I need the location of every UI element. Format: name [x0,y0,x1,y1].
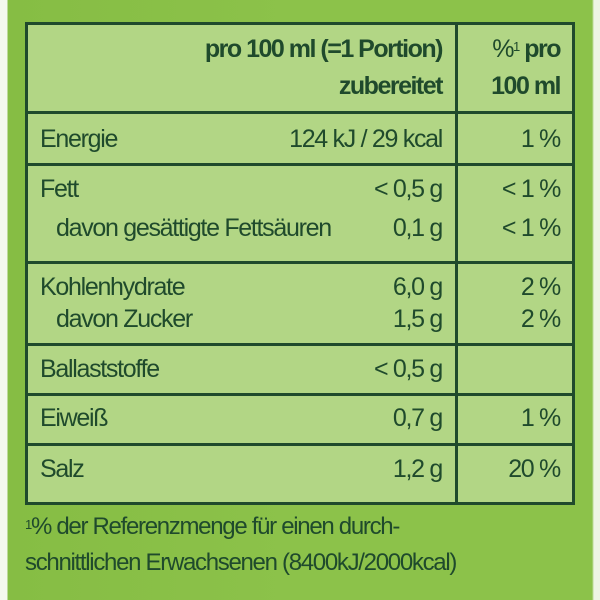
row-value: 0,7 g [392,404,443,432]
footnote-marker: 1 [25,517,32,532]
nutrition-table: pro 100 ml (=1 Portion) zubereitet %1 pr… [25,22,575,505]
row-value: 1,2 g [392,455,443,483]
percent-sign: % [492,35,514,63]
row-label: Salz [40,455,85,483]
row-label: Fett [40,175,79,203]
header-percent: %1 pro [492,34,561,64]
footnote-line-2: schnittlichen Erwachsenen (8400kJ/2000kc… [25,549,457,576]
row-label: Kohlenhydrate [40,273,186,301]
header-pro: pro [524,35,561,63]
footnote-text: % der Referenzmenge für einen durch- [30,513,400,540]
row-label: davon Zucker [56,305,193,333]
row-value: < 0,5 g [373,175,443,203]
row-label: davon gesättigte Fettsäuren [56,214,332,242]
row-label: Ballaststoffe [40,355,160,383]
footnote-line-1: 1% der Referenzmenge für einen durch- [25,512,400,542]
row-value: 1,5 g [392,305,443,333]
row-divider [28,343,572,346]
row-value: 6,0 g [392,273,443,301]
row-divider [28,111,572,114]
row-value: < 0,5 g [373,355,443,383]
row-percent: 1 % [520,404,561,432]
footnote-ref: 1 [513,39,520,54]
header-per-100ml: pro 100 ml (=1 Portion) [204,35,444,63]
row-percent: 2 % [520,305,561,333]
row-percent: < 1 % [501,214,561,242]
row-divider [28,163,572,166]
row-value: 0,1 g [392,214,443,242]
header-100ml: 100 ml [491,72,561,100]
row-label: Eiweiß [40,404,109,432]
row-percent: < 1 % [501,175,561,203]
header-prepared: zubereitet [338,72,444,100]
row-value: 124 kJ / 29 kcal [289,125,443,153]
row-label: Energie [40,125,118,153]
row-divider [28,261,572,264]
row-divider [28,393,572,396]
row-divider [28,443,572,446]
row-percent: 20 % [508,455,561,483]
row-percent: 2 % [520,273,561,301]
row-percent: 1 % [520,125,561,153]
